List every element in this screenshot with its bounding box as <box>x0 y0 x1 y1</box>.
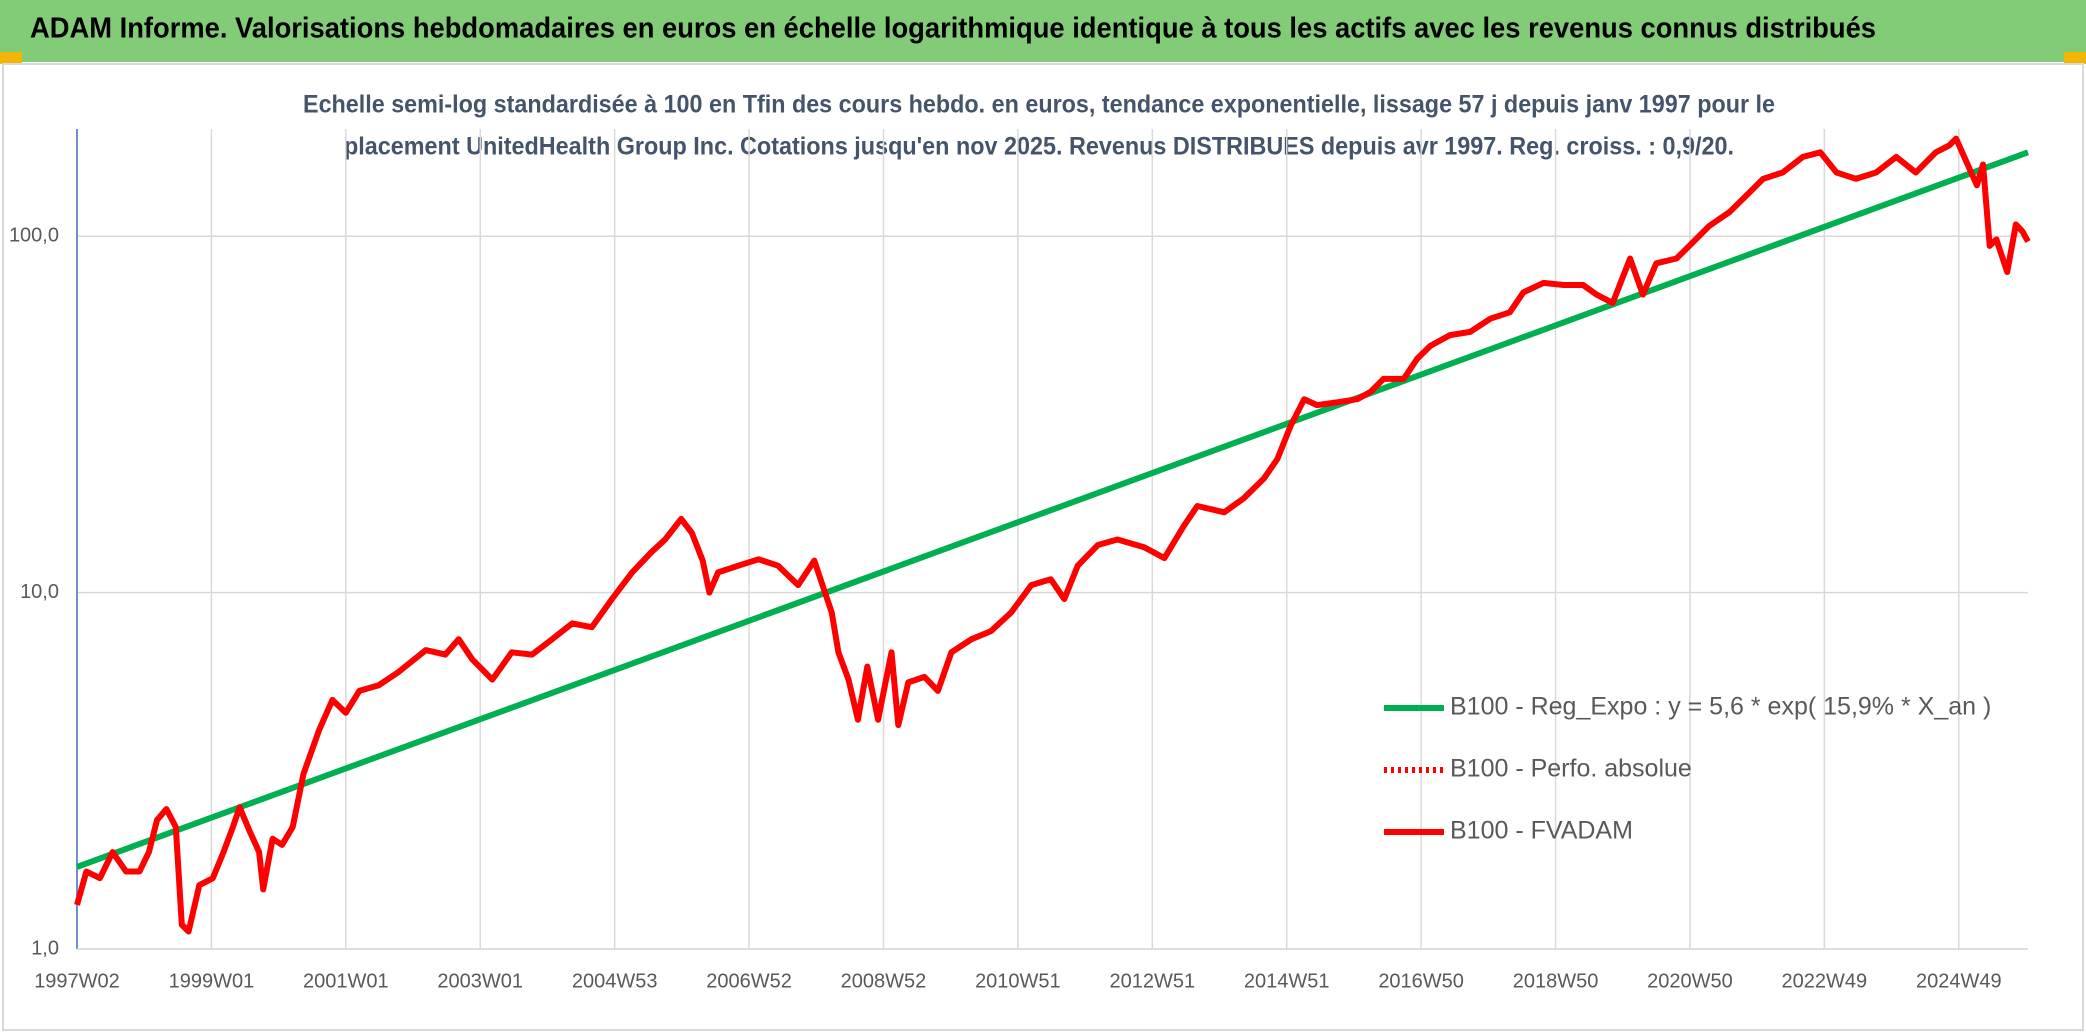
y-tick-label: 100,0 <box>9 225 59 247</box>
chart-subtitle: Echelle semi-log standardisée à 100 en T… <box>303 91 1775 119</box>
x-tick-label: 2008W52 <box>841 970 927 992</box>
y-tick-label: 1,0 <box>31 937 59 959</box>
x-tick-label: 2020W50 <box>1647 970 1733 992</box>
legend-label: B100 - Perfo. absolue <box>1450 755 1692 783</box>
chart-subtitle: placement UnitedHealth Group Inc. Cotati… <box>344 133 1734 161</box>
series-line <box>74 135 2031 935</box>
corner-mark <box>0 52 22 64</box>
x-tick-label: 2003W01 <box>437 970 523 992</box>
chart-frame <box>2 63 2084 1031</box>
x-tick-label: 1999W01 <box>169 970 255 992</box>
header-bar <box>0 0 2086 62</box>
legend-label: B100 - FVADAM <box>1450 817 1633 845</box>
series-line <box>75 149 2030 870</box>
x-tick-label: 2006W52 <box>706 970 792 992</box>
corner-mark <box>2064 52 2086 64</box>
x-tick-label: 2016W50 <box>1378 970 1464 992</box>
y-tick-label: 10,0 <box>20 581 59 603</box>
x-tick-label: 1997W02 <box>34 970 120 992</box>
x-tick-label: 2014W51 <box>1244 970 1330 992</box>
x-tick-label: 2004W53 <box>572 970 658 992</box>
x-tick-label: 2001W01 <box>303 970 389 992</box>
x-tick-label: 2022W49 <box>1782 970 1868 992</box>
x-tick-label: 2024W49 <box>1916 970 2002 992</box>
chart-title: ADAM Informe. Valorisations hebdomadaire… <box>30 13 1876 45</box>
x-tick-label: 2012W51 <box>1109 970 1195 992</box>
x-tick-label: 2018W50 <box>1513 970 1599 992</box>
x-tick-label: 2010W51 <box>975 970 1061 992</box>
legend-label: B100 - Reg_Expo : y = 5,6 * exp( 15,9% *… <box>1450 693 1991 721</box>
